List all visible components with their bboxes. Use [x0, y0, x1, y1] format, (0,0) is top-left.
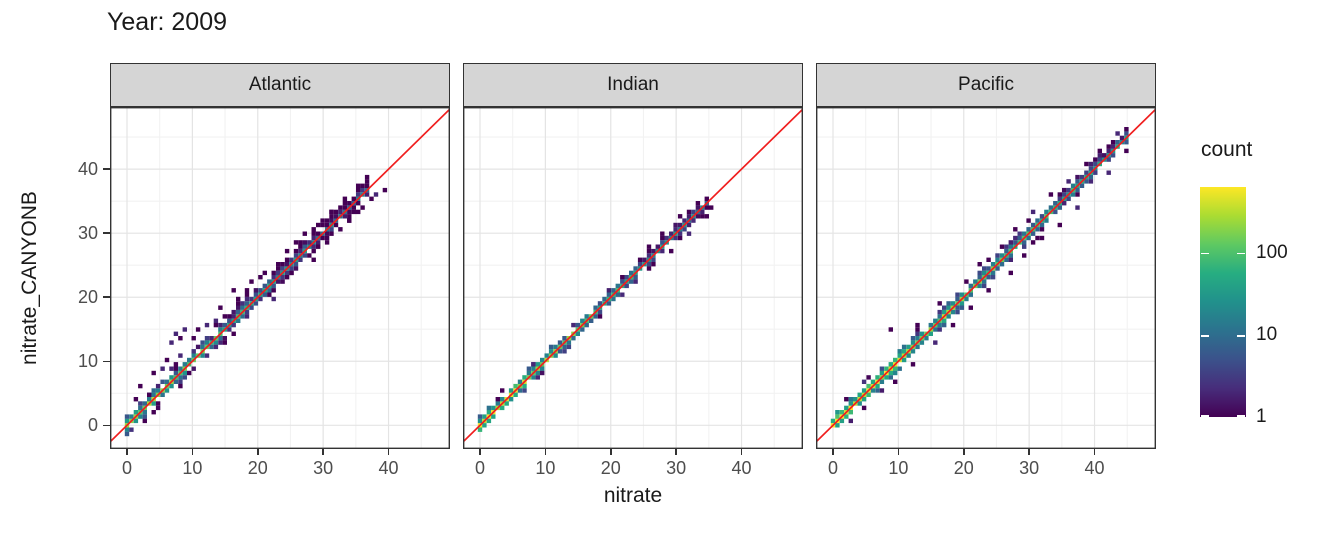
- x-tick-label: 10: [888, 458, 909, 478]
- x-tick-mark: [897, 449, 900, 455]
- identity-line: [463, 107, 803, 444]
- panel-plot-atlantic: [110, 107, 450, 449]
- y-tick-mark: [103, 168, 110, 170]
- x-tick-label: 20: [247, 458, 268, 478]
- x-tick-label: 30: [313, 458, 334, 478]
- x-tick-label: 10: [535, 458, 556, 478]
- x-tick-label: 10: [182, 458, 203, 478]
- legend-tick-dash: [1201, 252, 1209, 255]
- x-tick-mark: [126, 449, 128, 455]
- panel-plot-pacific: [816, 107, 1156, 449]
- x-tick-label: 30: [666, 458, 687, 478]
- x-tick-label: 40: [1084, 458, 1105, 478]
- x-axis-title: nitrate: [603, 484, 663, 507]
- panel-border: [816, 107, 1156, 449]
- legend-tick-dash: [1237, 252, 1245, 255]
- panel-plot-indian: [463, 107, 803, 449]
- x-tick-mark: [963, 449, 965, 455]
- x-tick-mark: [387, 449, 390, 455]
- y-tick-mark: [103, 424, 110, 427]
- legend-tick-label: 100: [1256, 241, 1288, 263]
- gridlines: [110, 107, 450, 449]
- x-tick-mark: [1028, 449, 1030, 455]
- y-tick-mark: [103, 232, 110, 234]
- legend-tick-dash: [1201, 415, 1209, 417]
- identity-line: [110, 107, 450, 444]
- x-tick-label: 40: [378, 458, 399, 478]
- legend-tick-dash: [1237, 334, 1245, 337]
- x-tick-label: 30: [1019, 458, 1040, 478]
- y-tick-label: 0: [87, 415, 98, 436]
- x-tick-mark: [544, 449, 547, 455]
- x-tick-label: 0: [827, 458, 838, 478]
- legend-tick-label: 10: [1256, 323, 1278, 345]
- x-tick-mark: [740, 449, 743, 455]
- facet-strip-pacific: Pacific: [816, 63, 1156, 107]
- legend-title: count: [1201, 138, 1253, 161]
- y-tick-label: 40: [77, 159, 98, 180]
- x-tick-label: 0: [474, 458, 485, 478]
- chart-title: Year: 2009: [107, 8, 228, 36]
- y-tick-label: 10: [77, 351, 98, 372]
- x-tick-mark: [322, 449, 324, 455]
- facet-strip-label: Pacific: [958, 74, 1014, 95]
- facet-strip-indian: Indian: [463, 63, 803, 107]
- panel-border: [110, 107, 450, 449]
- x-tick-mark: [479, 449, 481, 455]
- legend-tick-label: 1: [1256, 406, 1267, 427]
- y-tick-label: 20: [77, 287, 98, 308]
- y-tick-label: 30: [77, 223, 98, 244]
- x-tick-mark: [675, 449, 677, 455]
- identity-line: [816, 107, 1156, 444]
- panel-border: [463, 107, 803, 449]
- x-tick-mark: [191, 449, 194, 455]
- x-tick-mark: [1093, 449, 1096, 455]
- x-tick-mark: [832, 449, 834, 455]
- x-tick-label: 0: [121, 458, 132, 478]
- y-tick-mark: [103, 360, 110, 362]
- x-tick-mark: [610, 449, 612, 455]
- x-tick-label: 20: [953, 458, 974, 478]
- legend-tick-dash: [1237, 415, 1245, 417]
- legend-colorbar: [1200, 187, 1246, 417]
- facet-strip-atlantic: Atlantic: [110, 63, 450, 107]
- y-tick-mark: [103, 296, 110, 298]
- facet-strip-label: Indian: [607, 74, 659, 95]
- x-tick-mark: [257, 449, 259, 455]
- x-tick-label: 20: [600, 458, 621, 478]
- x-tick-label: 40: [731, 458, 752, 478]
- facet-strip-label: Atlantic: [248, 74, 312, 95]
- legend-tick-dash: [1201, 334, 1209, 337]
- y-axis-title: nitrate_CANYONB: [18, 191, 41, 365]
